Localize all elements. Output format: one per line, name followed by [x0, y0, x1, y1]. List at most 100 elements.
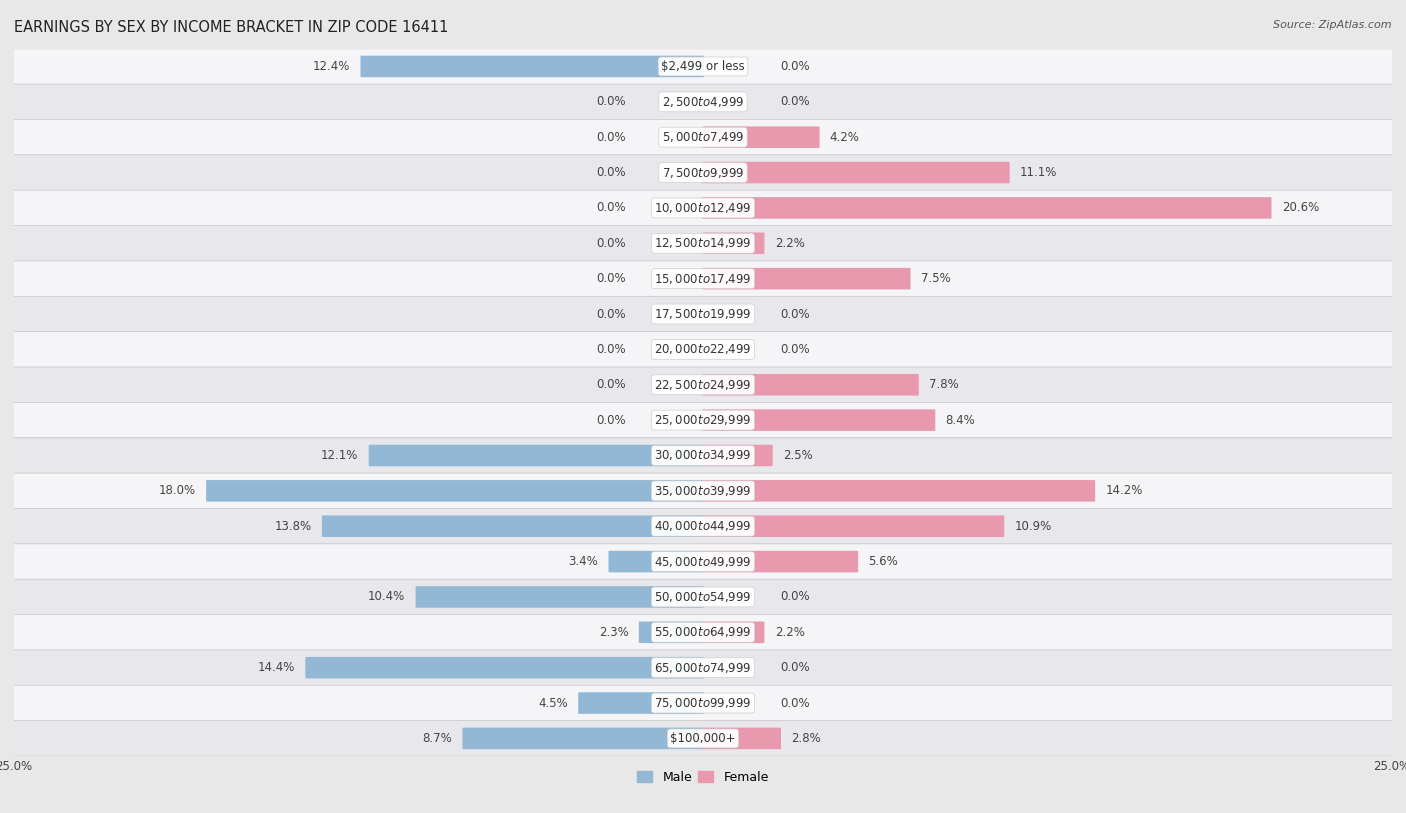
- FancyBboxPatch shape: [14, 190, 1392, 226]
- FancyBboxPatch shape: [702, 197, 1271, 219]
- Text: 0.0%: 0.0%: [596, 307, 626, 320]
- Text: 2.3%: 2.3%: [599, 626, 628, 639]
- Text: $10,000 to $12,499: $10,000 to $12,499: [654, 201, 752, 215]
- Text: Source: ZipAtlas.com: Source: ZipAtlas.com: [1274, 20, 1392, 30]
- FancyBboxPatch shape: [14, 332, 1392, 367]
- FancyBboxPatch shape: [14, 579, 1392, 615]
- FancyBboxPatch shape: [14, 226, 1392, 261]
- Text: 4.5%: 4.5%: [538, 697, 568, 710]
- Text: 18.0%: 18.0%: [159, 485, 195, 498]
- Text: 10.4%: 10.4%: [368, 590, 405, 603]
- Text: 14.4%: 14.4%: [257, 661, 295, 674]
- FancyBboxPatch shape: [702, 409, 935, 431]
- FancyBboxPatch shape: [322, 515, 704, 537]
- Text: 12.4%: 12.4%: [314, 60, 350, 73]
- FancyBboxPatch shape: [14, 155, 1392, 190]
- Text: 7.8%: 7.8%: [929, 378, 959, 391]
- Text: 0.0%: 0.0%: [780, 590, 810, 603]
- Text: EARNINGS BY SEX BY INCOME BRACKET IN ZIP CODE 16411: EARNINGS BY SEX BY INCOME BRACKET IN ZIP…: [14, 20, 449, 35]
- Text: 0.0%: 0.0%: [780, 343, 810, 356]
- Text: 14.2%: 14.2%: [1105, 485, 1143, 498]
- FancyBboxPatch shape: [14, 720, 1392, 756]
- Text: $40,000 to $44,999: $40,000 to $44,999: [654, 520, 752, 533]
- Text: $35,000 to $39,999: $35,000 to $39,999: [654, 484, 752, 498]
- FancyBboxPatch shape: [14, 49, 1392, 85]
- Text: $30,000 to $34,999: $30,000 to $34,999: [654, 449, 752, 463]
- FancyBboxPatch shape: [360, 55, 704, 77]
- Text: $22,500 to $24,999: $22,500 to $24,999: [654, 378, 752, 392]
- Text: 7.5%: 7.5%: [921, 272, 950, 285]
- Text: 8.7%: 8.7%: [422, 732, 453, 745]
- Text: $20,000 to $22,499: $20,000 to $22,499: [654, 342, 752, 356]
- FancyBboxPatch shape: [463, 728, 704, 750]
- FancyBboxPatch shape: [14, 402, 1392, 437]
- FancyBboxPatch shape: [702, 162, 1010, 184]
- Text: 8.4%: 8.4%: [945, 414, 976, 427]
- Text: $7,500 to $9,999: $7,500 to $9,999: [662, 166, 744, 180]
- Text: $100,000+: $100,000+: [671, 732, 735, 745]
- FancyBboxPatch shape: [368, 445, 704, 467]
- Text: 4.2%: 4.2%: [830, 131, 859, 144]
- Text: 2.5%: 2.5%: [783, 449, 813, 462]
- FancyBboxPatch shape: [702, 550, 858, 572]
- Text: $45,000 to $49,999: $45,000 to $49,999: [654, 554, 752, 568]
- FancyBboxPatch shape: [702, 126, 820, 148]
- FancyBboxPatch shape: [702, 480, 1095, 502]
- FancyBboxPatch shape: [609, 550, 704, 572]
- FancyBboxPatch shape: [702, 233, 765, 254]
- FancyBboxPatch shape: [578, 692, 704, 714]
- Text: $17,500 to $19,999: $17,500 to $19,999: [654, 307, 752, 321]
- Text: $2,499 or less: $2,499 or less: [661, 60, 745, 73]
- FancyBboxPatch shape: [702, 515, 1004, 537]
- FancyBboxPatch shape: [702, 728, 780, 750]
- FancyBboxPatch shape: [14, 297, 1392, 332]
- Text: 0.0%: 0.0%: [780, 697, 810, 710]
- Text: 0.0%: 0.0%: [596, 202, 626, 215]
- Text: 2.2%: 2.2%: [775, 626, 804, 639]
- Text: 0.0%: 0.0%: [780, 95, 810, 108]
- Text: 11.1%: 11.1%: [1019, 166, 1057, 179]
- FancyBboxPatch shape: [702, 374, 918, 396]
- Text: $55,000 to $64,999: $55,000 to $64,999: [654, 625, 752, 639]
- Text: 0.0%: 0.0%: [596, 237, 626, 250]
- FancyBboxPatch shape: [14, 650, 1392, 685]
- Text: 3.4%: 3.4%: [568, 555, 599, 568]
- Text: $75,000 to $99,999: $75,000 to $99,999: [654, 696, 752, 710]
- Text: $25,000 to $29,999: $25,000 to $29,999: [654, 413, 752, 427]
- Text: 10.9%: 10.9%: [1014, 520, 1052, 533]
- Legend: Male, Female: Male, Female: [633, 766, 773, 789]
- Text: $15,000 to $17,499: $15,000 to $17,499: [654, 272, 752, 285]
- Text: 0.0%: 0.0%: [596, 95, 626, 108]
- Text: 0.0%: 0.0%: [596, 166, 626, 179]
- Text: 0.0%: 0.0%: [596, 131, 626, 144]
- Text: 0.0%: 0.0%: [596, 414, 626, 427]
- FancyBboxPatch shape: [702, 621, 765, 643]
- Text: $50,000 to $54,999: $50,000 to $54,999: [654, 590, 752, 604]
- Text: 0.0%: 0.0%: [780, 661, 810, 674]
- Text: 0.0%: 0.0%: [780, 60, 810, 73]
- FancyBboxPatch shape: [207, 480, 704, 502]
- FancyBboxPatch shape: [14, 473, 1392, 509]
- FancyBboxPatch shape: [702, 445, 773, 467]
- Text: 20.6%: 20.6%: [1282, 202, 1319, 215]
- FancyBboxPatch shape: [702, 267, 911, 289]
- Text: 12.1%: 12.1%: [321, 449, 359, 462]
- FancyBboxPatch shape: [14, 615, 1392, 650]
- Text: 0.0%: 0.0%: [596, 343, 626, 356]
- FancyBboxPatch shape: [14, 685, 1392, 720]
- FancyBboxPatch shape: [14, 544, 1392, 579]
- FancyBboxPatch shape: [14, 85, 1392, 120]
- FancyBboxPatch shape: [14, 437, 1392, 473]
- FancyBboxPatch shape: [638, 621, 704, 643]
- Text: 0.0%: 0.0%: [596, 272, 626, 285]
- Text: 2.8%: 2.8%: [792, 732, 821, 745]
- FancyBboxPatch shape: [14, 367, 1392, 402]
- Text: 13.8%: 13.8%: [274, 520, 312, 533]
- Text: 5.6%: 5.6%: [869, 555, 898, 568]
- Text: $2,500 to $4,999: $2,500 to $4,999: [662, 95, 744, 109]
- FancyBboxPatch shape: [14, 509, 1392, 544]
- FancyBboxPatch shape: [416, 586, 704, 608]
- FancyBboxPatch shape: [14, 261, 1392, 297]
- Text: $5,000 to $7,499: $5,000 to $7,499: [662, 130, 744, 144]
- Text: 0.0%: 0.0%: [596, 378, 626, 391]
